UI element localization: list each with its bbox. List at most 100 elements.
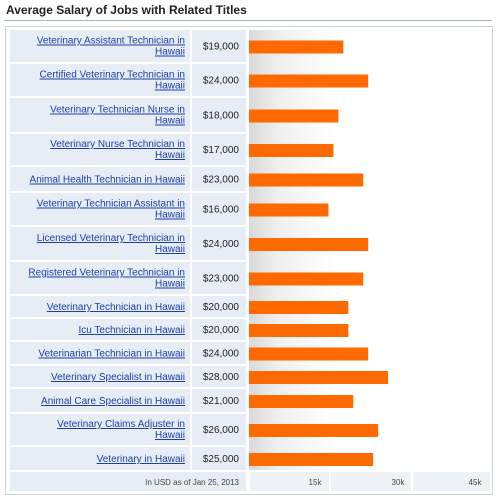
salary-bar xyxy=(249,238,369,251)
salary-bar xyxy=(249,301,349,314)
job-title-link[interactable]: Certified Veterinary Technician in Hawaii xyxy=(40,70,185,92)
row-value-cell xyxy=(192,414,246,445)
job-title-line[interactable]: Veterinary Nurse Technician in xyxy=(50,139,185,150)
row-label-cell xyxy=(10,447,190,470)
row-value-cell xyxy=(192,167,246,191)
job-title-link[interactable]: Veterinary Technician Nurse in Hawaii xyxy=(50,105,185,127)
job-title-link[interactable]: Veterinary Nurse Technician in Hawaii xyxy=(50,139,185,161)
salary-value-label: $16,000 xyxy=(203,205,240,216)
job-title-link[interactable]: Animal Health Technician in Hawaii xyxy=(30,175,185,186)
row-value-cell xyxy=(192,30,246,62)
salary-value-label: $24,000 xyxy=(203,76,240,87)
job-title-line[interactable]: Veterinary Technician Assistant in xyxy=(37,199,185,210)
job-title-link[interactable]: Icu Technician in Hawaii xyxy=(78,325,185,336)
row-value-cell xyxy=(192,342,246,364)
row-label-cell xyxy=(10,342,190,364)
row-label-cell xyxy=(10,98,190,132)
job-title-line[interactable]: Hawaii xyxy=(155,430,185,441)
row-label-cell xyxy=(10,227,190,260)
salary-value-label: $26,000 xyxy=(203,425,240,436)
job-title-line[interactable]: Hawaii xyxy=(155,279,185,290)
job-title-line[interactable]: Hawaii xyxy=(155,116,185,127)
row-label-cell xyxy=(10,64,190,96)
title-divider xyxy=(4,20,492,21)
job-title-line[interactable]: Hawaii xyxy=(155,210,185,221)
salary-bar xyxy=(249,453,374,466)
salary-bar xyxy=(249,272,364,286)
salary-bar xyxy=(249,40,344,54)
row-label-cell xyxy=(10,30,190,62)
row-value-cell xyxy=(192,262,246,294)
x-tick-label: 45k xyxy=(469,478,483,487)
row-label-cell xyxy=(10,296,190,317)
salary-value-label: $18,000 xyxy=(203,111,240,122)
footer-note-cell xyxy=(10,472,246,491)
salary-value-label: $25,000 xyxy=(203,454,240,465)
job-title-link[interactable]: Licensed Veterinary Technician in Hawaii xyxy=(37,233,185,255)
row-label-cell xyxy=(10,262,190,294)
salary-value-label: $28,000 xyxy=(203,372,240,383)
row-value-cell xyxy=(192,296,246,317)
salary-bar xyxy=(249,74,369,88)
axis-tick-cell xyxy=(331,472,411,491)
salary-value-label: $20,000 xyxy=(203,302,240,313)
salary-value-label: $21,000 xyxy=(203,396,240,407)
row-label-cell xyxy=(10,193,190,225)
row-value-cell xyxy=(192,193,246,225)
salary-bar xyxy=(249,109,339,123)
row-label-cell xyxy=(10,134,190,165)
salary-value-label: $23,000 xyxy=(203,175,240,186)
job-title-link[interactable]: Veterinary Assistant Technician in Hawaii xyxy=(37,36,185,58)
row-value-cell xyxy=(192,389,246,412)
row-label-cell xyxy=(10,319,190,340)
job-title-link[interactable]: Veterinary Specialist in Hawaii xyxy=(51,372,185,383)
job-title-line[interactable]: Veterinary Assistant Technician in xyxy=(37,36,185,47)
job-title-line[interactable]: Hawaii xyxy=(155,244,185,255)
job-title-link[interactable]: Animal Care Specialist in Hawaii xyxy=(41,396,185,407)
salary-bar xyxy=(249,424,379,437)
salary-bar xyxy=(249,144,334,157)
row-label-cell xyxy=(10,414,190,445)
row-value-cell xyxy=(192,134,246,165)
job-title-link[interactable]: Veterinary in Hawaii xyxy=(97,454,185,465)
job-title-line[interactable]: Hawaii xyxy=(155,47,185,58)
job-title-line[interactable]: Veterinary Claims Adjuster in xyxy=(57,419,185,430)
row-value-cell xyxy=(192,319,246,340)
x-tick-label: 30k xyxy=(392,478,406,487)
job-title-line[interactable]: Licensed Veterinary Technician in xyxy=(37,233,185,244)
x-tick-label: 15k xyxy=(309,478,323,487)
footnote-text: In USD as of Jan 25, 2013 xyxy=(145,478,239,487)
salary-value-label: $17,000 xyxy=(203,145,240,156)
row-value-cell xyxy=(192,447,246,470)
salary-bar xyxy=(249,347,369,361)
job-title-link[interactable]: Veterinary Claims Adjuster in Hawaii xyxy=(57,419,185,441)
salary-bar xyxy=(249,203,329,217)
job-title-link[interactable]: Veterinarian Technician in Hawaii xyxy=(38,349,185,360)
axis-tick-cell xyxy=(413,472,490,491)
job-title-link[interactable]: Veterinary Technician in Hawaii xyxy=(47,302,185,313)
row-value-cell xyxy=(192,98,246,132)
job-title-line[interactable]: Certified Veterinary Technician in xyxy=(40,70,185,81)
job-title-line[interactable]: Hawaii xyxy=(155,150,185,161)
salary-bar xyxy=(249,173,364,187)
row-value-cell xyxy=(192,366,246,387)
job-title-line[interactable]: Veterinary Technician Nurse in xyxy=(50,105,185,116)
axis-tick-cell xyxy=(250,472,329,491)
salary-value-label: $23,000 xyxy=(203,274,240,285)
salary-bar xyxy=(249,324,349,337)
salary-value-label: $24,000 xyxy=(203,349,240,360)
job-title-line[interactable]: Hawaii xyxy=(155,81,185,92)
row-value-cell xyxy=(192,64,246,96)
row-label-cell xyxy=(10,366,190,387)
salary-bar xyxy=(249,371,389,384)
job-title-link[interactable]: Veterinary Technician Assistant in Hawaii xyxy=(37,199,185,221)
salary-value-label: $24,000 xyxy=(203,239,240,250)
job-title-link[interactable]: Registered Veterinary Technician in Hawai… xyxy=(28,268,185,290)
salary-bar xyxy=(249,395,354,408)
job-title-line[interactable]: Registered Veterinary Technician in xyxy=(28,268,185,279)
salary-value-label: $20,000 xyxy=(203,325,240,336)
chart-title: Average Salary of Jobs with Related Titl… xyxy=(6,3,247,17)
salary-value-label: $19,000 xyxy=(203,42,240,53)
